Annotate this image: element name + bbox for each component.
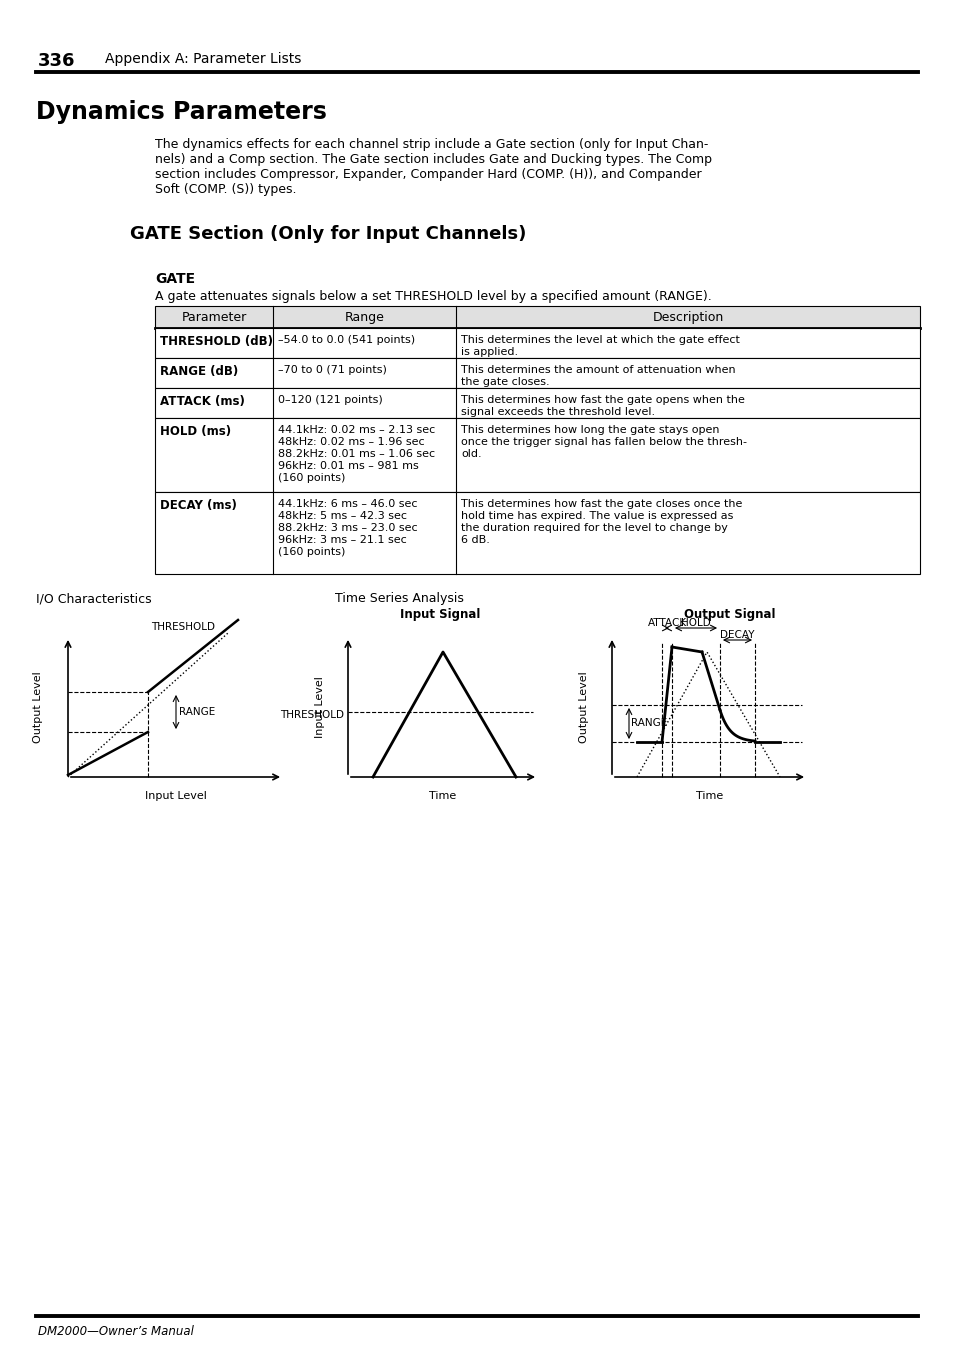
Text: 48kHz: 0.02 ms – 1.96 sec: 48kHz: 0.02 ms – 1.96 sec xyxy=(277,436,424,447)
Text: ATTACK (ms): ATTACK (ms) xyxy=(160,394,245,408)
Text: (160 points): (160 points) xyxy=(277,547,345,557)
Text: RANGE: RANGE xyxy=(630,717,666,728)
Text: Input Level: Input Level xyxy=(145,790,206,801)
Text: 44.1kHz: 6 ms – 46.0 sec: 44.1kHz: 6 ms – 46.0 sec xyxy=(277,499,417,509)
Bar xyxy=(154,358,919,388)
Text: This determines the amount of attenuation when: This determines the amount of attenuatio… xyxy=(460,365,735,376)
Bar xyxy=(154,492,919,574)
Text: Parameter: Parameter xyxy=(181,311,247,324)
Text: signal exceeds the threshold level.: signal exceeds the threshold level. xyxy=(460,407,655,417)
Text: GATE: GATE xyxy=(154,272,195,286)
Text: RANGE (dB): RANGE (dB) xyxy=(160,365,238,378)
Text: THRESHOLD (dB): THRESHOLD (dB) xyxy=(160,335,273,349)
Bar xyxy=(154,417,919,492)
Text: This determines the level at which the gate effect: This determines the level at which the g… xyxy=(460,335,740,345)
Text: 88.2kHz: 0.01 ms – 1.06 sec: 88.2kHz: 0.01 ms – 1.06 sec xyxy=(277,449,435,459)
Text: 336: 336 xyxy=(38,51,75,70)
Text: GATE Section (Only for Input Channels): GATE Section (Only for Input Channels) xyxy=(130,226,526,243)
Text: –70 to 0 (71 points): –70 to 0 (71 points) xyxy=(277,365,387,376)
Text: once the trigger signal has fallen below the thresh-: once the trigger signal has fallen below… xyxy=(460,436,746,447)
Text: DECAY (ms): DECAY (ms) xyxy=(160,499,236,512)
Text: This determines how fast the gate closes once the: This determines how fast the gate closes… xyxy=(460,499,741,509)
Text: 0–120 (121 points): 0–120 (121 points) xyxy=(277,394,382,405)
Text: 44.1kHz: 0.02 ms – 2.13 sec: 44.1kHz: 0.02 ms – 2.13 sec xyxy=(277,426,435,435)
Text: 88.2kHz: 3 ms – 23.0 sec: 88.2kHz: 3 ms – 23.0 sec xyxy=(277,523,417,534)
Text: old.: old. xyxy=(460,449,481,459)
Text: Range: Range xyxy=(344,311,384,324)
Text: ATTACK: ATTACK xyxy=(647,617,686,628)
Text: HOLD (ms): HOLD (ms) xyxy=(160,426,231,438)
Text: hold time has expired. The value is expressed as: hold time has expired. The value is expr… xyxy=(460,511,733,521)
Text: This determines how fast the gate opens when the: This determines how fast the gate opens … xyxy=(460,394,744,405)
Text: THRESHOLD: THRESHOLD xyxy=(151,621,214,632)
Text: Description: Description xyxy=(652,311,723,324)
Text: RANGE: RANGE xyxy=(179,707,215,717)
Text: –54.0 to 0.0 (541 points): –54.0 to 0.0 (541 points) xyxy=(277,335,415,345)
Text: Time: Time xyxy=(429,790,456,801)
Text: the duration required for the level to change by: the duration required for the level to c… xyxy=(460,523,727,534)
Bar xyxy=(154,388,919,417)
Text: DECAY: DECAY xyxy=(720,630,754,640)
Text: Soft (COMP. (S)) types.: Soft (COMP. (S)) types. xyxy=(154,182,296,196)
Text: section includes Compressor, Expander, Compander Hard (COMP. (H)), and Compander: section includes Compressor, Expander, C… xyxy=(154,168,700,181)
Text: A gate attenuates signals below a set THRESHOLD level by a specified amount (RAN: A gate attenuates signals below a set TH… xyxy=(154,290,711,303)
Text: 96kHz: 3 ms – 21.1 sec: 96kHz: 3 ms – 21.1 sec xyxy=(277,535,406,544)
Text: HOLD: HOLD xyxy=(680,617,710,628)
Text: Input Signal: Input Signal xyxy=(399,608,479,621)
Text: Appendix A: Parameter Lists: Appendix A: Parameter Lists xyxy=(105,51,301,66)
Text: I/O Characteristics: I/O Characteristics xyxy=(36,592,152,605)
Text: 6 dB.: 6 dB. xyxy=(460,535,489,544)
Text: 96kHz: 0.01 ms – 981 ms: 96kHz: 0.01 ms – 981 ms xyxy=(277,461,418,471)
Text: (160 points): (160 points) xyxy=(277,473,345,484)
Text: is applied.: is applied. xyxy=(460,347,517,357)
Text: DM2000—Owner’s Manual: DM2000—Owner’s Manual xyxy=(38,1325,193,1337)
Bar xyxy=(154,305,919,328)
Text: This determines how long the gate stays open: This determines how long the gate stays … xyxy=(460,426,719,435)
Text: Input Level: Input Level xyxy=(314,676,325,738)
Text: Time: Time xyxy=(695,790,722,801)
Text: 48kHz: 5 ms – 42.3 sec: 48kHz: 5 ms – 42.3 sec xyxy=(277,511,407,521)
Text: Output Level: Output Level xyxy=(33,671,43,743)
Text: Output Level: Output Level xyxy=(578,671,588,743)
Text: The dynamics effects for each channel strip include a Gate section (only for Inp: The dynamics effects for each channel st… xyxy=(154,138,708,151)
Text: Output Signal: Output Signal xyxy=(683,608,775,621)
Text: Dynamics Parameters: Dynamics Parameters xyxy=(36,100,327,124)
Bar xyxy=(154,328,919,358)
Text: the gate closes.: the gate closes. xyxy=(460,377,549,386)
Text: Time Series Analysis: Time Series Analysis xyxy=(335,592,463,605)
Text: THRESHOLD: THRESHOLD xyxy=(280,711,344,720)
Text: nels) and a Comp section. The Gate section includes Gate and Ducking types. The : nels) and a Comp section. The Gate secti… xyxy=(154,153,711,166)
